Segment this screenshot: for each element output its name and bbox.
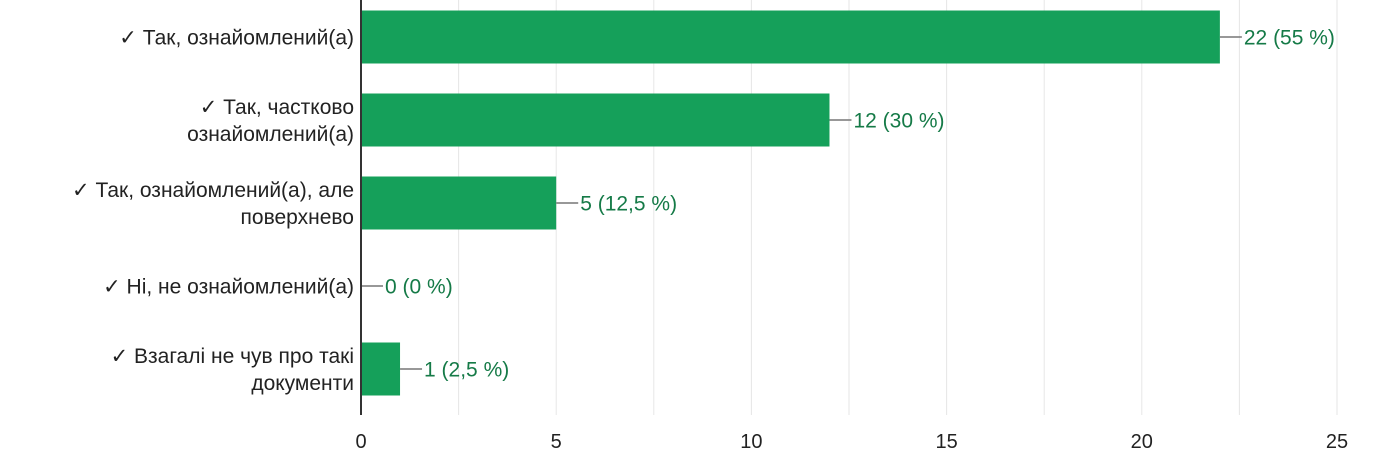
category-label: ✓ Так, частково bbox=[200, 96, 354, 119]
category-label: ✓ Так, ознайомлений(а) bbox=[119, 27, 354, 50]
data-labels: 22 (55 %) 12 (30 %) 5 (12,5 %) 0 (0 %) 1 (2,… bbox=[385, 27, 1335, 382]
bar bbox=[361, 342, 401, 396]
category-labels: ✓ Так, ознайомлений(а) ✓ Так, частково озн… bbox=[72, 27, 354, 396]
category-label: ✓ Ні, не ознайомлений(а) bbox=[103, 276, 354, 299]
data-label: 5 (12,5 %) bbox=[580, 193, 677, 216]
x-tick-label: 0 bbox=[355, 431, 366, 453]
x-tick-label: 20 bbox=[1131, 431, 1153, 453]
x-tick-label: 15 bbox=[935, 431, 957, 453]
category-label: ✓ Взагалі не чув про такі bbox=[111, 345, 354, 368]
data-label: 0 (0 %) bbox=[385, 276, 453, 299]
leader-lines bbox=[361, 36, 1242, 370]
x-tick-label: 25 bbox=[1326, 431, 1348, 453]
x-tick-labels: 0 5 10 15 20 25 bbox=[355, 431, 1348, 453]
data-label: 12 (30 %) bbox=[853, 110, 944, 133]
bar bbox=[361, 10, 1220, 64]
grid-lines bbox=[458, 0, 1338, 415]
bar bbox=[361, 176, 557, 230]
data-label: 1 (2,5 %) bbox=[424, 359, 509, 382]
bars bbox=[361, 10, 1220, 396]
category-label: ✓ Так, ознайомлений(а), але bbox=[72, 179, 354, 202]
bar bbox=[361, 93, 830, 147]
category-label: поверхнево bbox=[241, 206, 354, 229]
x-tick-label: 5 bbox=[551, 431, 562, 453]
category-label: ознайомлений(а) bbox=[187, 123, 354, 146]
data-label: 22 (55 %) bbox=[1244, 27, 1335, 50]
category-label: документи bbox=[251, 372, 354, 395]
x-tick-label: 10 bbox=[740, 431, 762, 453]
